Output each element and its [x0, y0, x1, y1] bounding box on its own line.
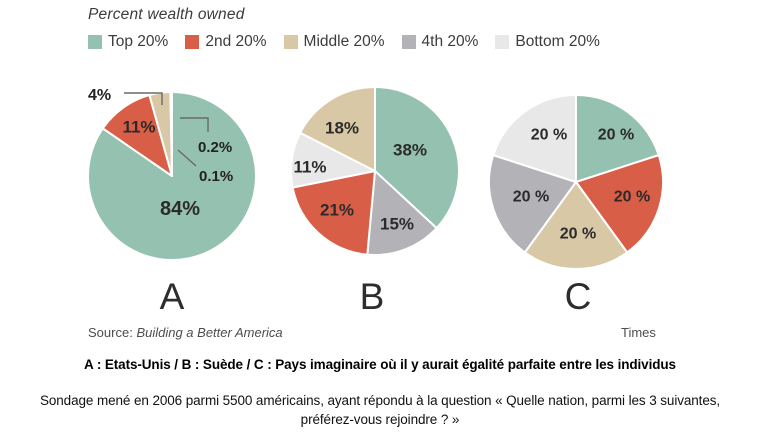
legend-label: Middle 20%: [303, 33, 385, 50]
pie-letter-b: B: [359, 276, 385, 317]
slice-label: 20 %: [614, 189, 650, 206]
pie-c-slice-4th-20-: [488, 154, 577, 254]
chart-legend: Top 20% 2nd 20% Middle 20% 4th 20% Botto…: [88, 33, 600, 51]
legend-item: Top 20%: [88, 33, 168, 51]
attribution-text: Times: [621, 325, 656, 340]
slice-label: 20 %: [560, 226, 596, 243]
source-title: Building a Better America: [136, 325, 283, 340]
legend-item: 2nd 20%: [185, 33, 267, 51]
pie-b-slice-4th-20-: [366, 170, 438, 256]
pie-charts-canvas: 84%11%4%0.2%0.1% 38%15%21%11%18% 20 %20 …: [87, 86, 664, 270]
slice-label: 20 %: [531, 127, 567, 144]
pie-chart-a: 84% 11% 4% 0.2% 0.1%: [87, 87, 257, 261]
slice-label: 84%: [160, 198, 200, 220]
legend-swatch: [88, 35, 102, 49]
source-text: Source: Building a Better America: [88, 325, 283, 340]
subcaption-line-2: préférez-vous rejoindre ? »: [300, 412, 460, 427]
pie-chart-c: 20 % 20 % 20 % 20 % 20 %: [488, 94, 664, 270]
callout-line: [124, 92, 163, 105]
callout-line: [180, 117, 209, 132]
slice-label: 4%: [88, 87, 111, 104]
pie-chart-b: 38% 15% 21% 11% 18%: [290, 86, 460, 256]
wealth-chart-figure: Percent wealth owned Top 20% 2nd 20% Mid…: [87, 6, 664, 340]
pie-c-slice-bottom-20-: [492, 94, 577, 183]
subcaption-line-1: Sondage mené en 2006 parmi 5500 américai…: [39, 393, 721, 408]
legend-swatch: [401, 35, 416, 49]
pie-b-slice-top-20-: [374, 86, 460, 230]
slice-label: 38%: [393, 141, 427, 160]
figure-caption: A : Etats-Unis / B : Suède / C : Pays im…: [84, 357, 676, 372]
legend-item: Middle 20%: [283, 33, 385, 51]
legend-item: Bottom 20%: [495, 33, 600, 51]
legend-label: 4th 20%: [421, 33, 479, 50]
legend-swatch: [495, 35, 510, 49]
slice-label: 20 %: [598, 127, 634, 144]
legend-item: 4th 20%: [401, 33, 479, 51]
slice-label: 0.2%: [198, 139, 232, 156]
pie-b-slice-2nd-20-: [291, 170, 376, 256]
legend-label: 2nd 20%: [205, 33, 267, 50]
pie-c-slice-2nd-20-: [575, 154, 664, 254]
slice-label: 20 %: [513, 189, 549, 206]
slice-label: 18%: [325, 119, 359, 138]
figure-subcaption: Sondage mené en 2006 parmi 5500 américai…: [0, 391, 760, 429]
pie-a-slice-bottom-20-: [170, 90, 173, 177]
legend-swatch: [283, 35, 298, 49]
legend-label: Top 20%: [108, 33, 169, 50]
pie-letter-a: A: [159, 276, 185, 317]
source-label: Source:: [88, 325, 133, 340]
pie-letter-c: C: [564, 276, 592, 317]
legend-swatch: [185, 35, 200, 49]
slice-label: 11%: [122, 118, 155, 137]
pie-c-slice-middle-20-: [523, 181, 629, 270]
slice-label: 0.1%: [199, 168, 233, 185]
callout-line: [177, 149, 197, 167]
chart-title: Percent wealth owned: [88, 6, 245, 23]
slice-label: 21%: [320, 201, 354, 220]
slice-label: 11%: [293, 158, 326, 177]
pie-b-slice-middle-20-: [299, 86, 376, 172]
pie-c-slice-top-20-: [575, 94, 660, 183]
legend-label: Bottom 20%: [515, 33, 600, 50]
slice-label: 15%: [380, 215, 414, 234]
